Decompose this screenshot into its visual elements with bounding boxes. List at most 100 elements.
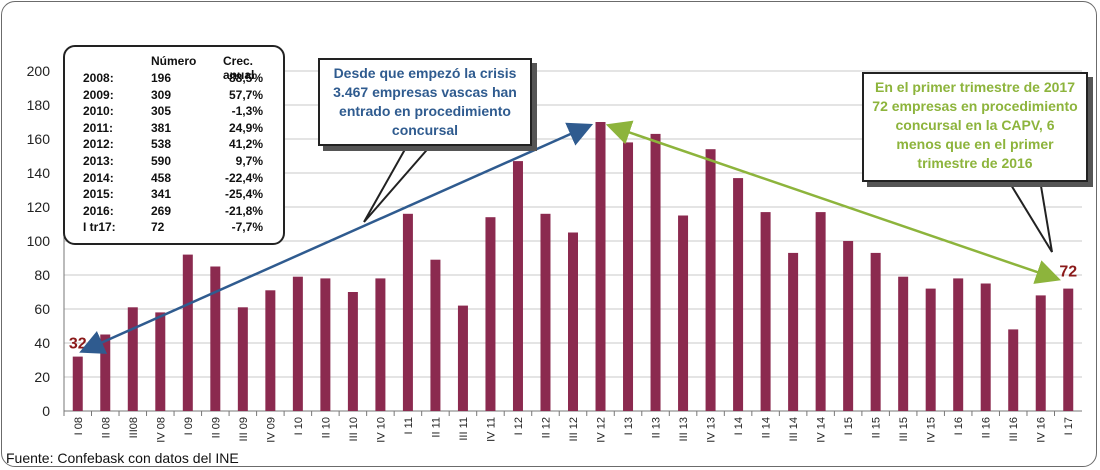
x-tick-label: III 13: [678, 417, 690, 441]
bar: [980, 283, 991, 411]
stats-period: 2016:: [83, 203, 114, 218]
x-tick-label: IV 14: [816, 417, 828, 443]
stats-growth: -25,4%: [224, 187, 263, 202]
x-tick-label: II 16: [981, 417, 993, 438]
stats-growth: 88,5%: [228, 71, 263, 85]
x-tick-label: III 15: [898, 417, 910, 441]
bar: [210, 266, 221, 411]
y-tick-label: 80: [34, 267, 50, 283]
stats-row: 2016: 269 -21,8%: [65, 204, 283, 220]
stats-period: 2014:: [83, 170, 114, 185]
x-tick-label: IV 16: [1036, 417, 1048, 443]
x-tick-label: III08: [128, 417, 140, 438]
x-tick-label: I 10: [293, 417, 305, 435]
bar: [347, 292, 358, 411]
callout-q1-line: En el primer trimestre de 2017: [875, 79, 1075, 95]
x-tick-label: IV 09: [265, 417, 277, 443]
stats-row: 2010: 305 -1,3%: [65, 104, 283, 120]
stats-period: I tr17:: [83, 220, 116, 235]
annotation-last-value: 72: [1059, 264, 1077, 281]
x-tick-label: I 14: [733, 417, 745, 435]
x-tick-label: II 14: [761, 417, 773, 438]
x-tick-label: III 12: [568, 417, 580, 441]
callout-q1-line: 72 empresas en procedimiento: [872, 98, 1078, 114]
callout-crisis-line: Desde que empezó la crisis: [333, 65, 517, 81]
callout-q1-2017: En el primer trimestre de 2017 72 empres…: [862, 72, 1088, 182]
bar: [1063, 288, 1074, 411]
x-tick-label: IV 10: [375, 417, 387, 443]
bar: [898, 276, 909, 411]
bar: [788, 252, 799, 411]
y-tick-label: 40: [34, 335, 50, 351]
x-tick-label: I 13: [623, 417, 635, 435]
bar: [430, 259, 441, 411]
callout-crisis-line: concursal: [391, 122, 459, 138]
y-tick-label: 0: [42, 403, 50, 419]
x-tick-label: III 16: [1008, 417, 1020, 441]
x-tick-label: I 11: [403, 417, 415, 435]
bar: [457, 305, 468, 411]
bar: [623, 142, 634, 411]
stats-period: 2013:: [83, 154, 114, 168]
bar: [237, 307, 248, 411]
x-tick-label: IV 12: [596, 417, 608, 443]
bar: [182, 254, 193, 411]
stats-row: 2014: 458 -22,4%: [65, 171, 283, 187]
x-tick-label: II 15: [871, 417, 883, 438]
bar: [843, 241, 854, 411]
x-tick-label: IV 15: [926, 417, 938, 443]
stats-row: 2012: 538 41,2%: [65, 137, 283, 153]
bar: [155, 312, 166, 411]
callout-q1-line: menos que en el primer: [896, 136, 1054, 152]
stats-growth: -22,4%: [224, 170, 263, 185]
y-tick-label: 140: [27, 165, 51, 181]
bar: [485, 217, 496, 411]
stats-row: 2011: 381 24,9%: [65, 121, 283, 137]
x-tick-label: IV 11: [485, 417, 497, 442]
stats-growth: 24,9%: [228, 120, 263, 135]
bar: [265, 290, 276, 411]
x-tick-label: III 10: [348, 417, 360, 441]
bar: [1008, 329, 1019, 411]
stats-number: 269: [151, 203, 172, 218]
y-tick-label: 100: [27, 233, 51, 249]
callout-crisis: Desde que empezó la crisis 3.467 empresa…: [318, 58, 532, 146]
bar: [953, 278, 964, 411]
x-tick-label: IV 08: [155, 417, 167, 443]
x-tick-label: II 09: [210, 417, 222, 438]
x-tick-label: I 17: [1063, 417, 1075, 435]
bar: [127, 307, 138, 411]
stats-number: 341: [151, 187, 172, 202]
x-tick-label: III 14: [788, 417, 800, 441]
stats-period: 2009:: [83, 87, 114, 102]
stats-period: 2010:: [83, 104, 114, 119]
x-tick-label: I 12: [513, 417, 525, 435]
x-tick-label: I 08: [73, 417, 85, 435]
x-tick-label: II 11: [430, 417, 442, 438]
stats-number: 381: [151, 120, 172, 135]
stats-growth: 57,7%: [228, 87, 263, 102]
y-tick-label: 200: [27, 63, 51, 79]
stats-growth: 9,7%: [235, 154, 263, 168]
x-tick-label: II 08: [100, 417, 112, 438]
x-tick-label: II 13: [651, 417, 663, 438]
stats-number: 196: [151, 71, 172, 85]
x-tick-label: III 09: [238, 417, 250, 441]
bar: [375, 278, 386, 411]
bar: [512, 161, 523, 411]
bar: [595, 122, 606, 411]
y-tick-label: 120: [27, 199, 51, 215]
arrow-2017: [605, 120, 1061, 284]
stats-growth: -1,3%: [231, 104, 263, 119]
bar: [100, 334, 111, 411]
bar: [402, 213, 413, 411]
bar: [540, 213, 551, 411]
bar: [705, 149, 716, 411]
callout-crisis-pointer: [363, 143, 433, 223]
stats-row: 2008: 196 88,5%: [65, 71, 283, 87]
stats-number: 305: [151, 104, 172, 119]
bar: [815, 212, 826, 411]
stats-period: 2011:: [83, 120, 114, 135]
y-tick-label: 20: [34, 369, 50, 385]
